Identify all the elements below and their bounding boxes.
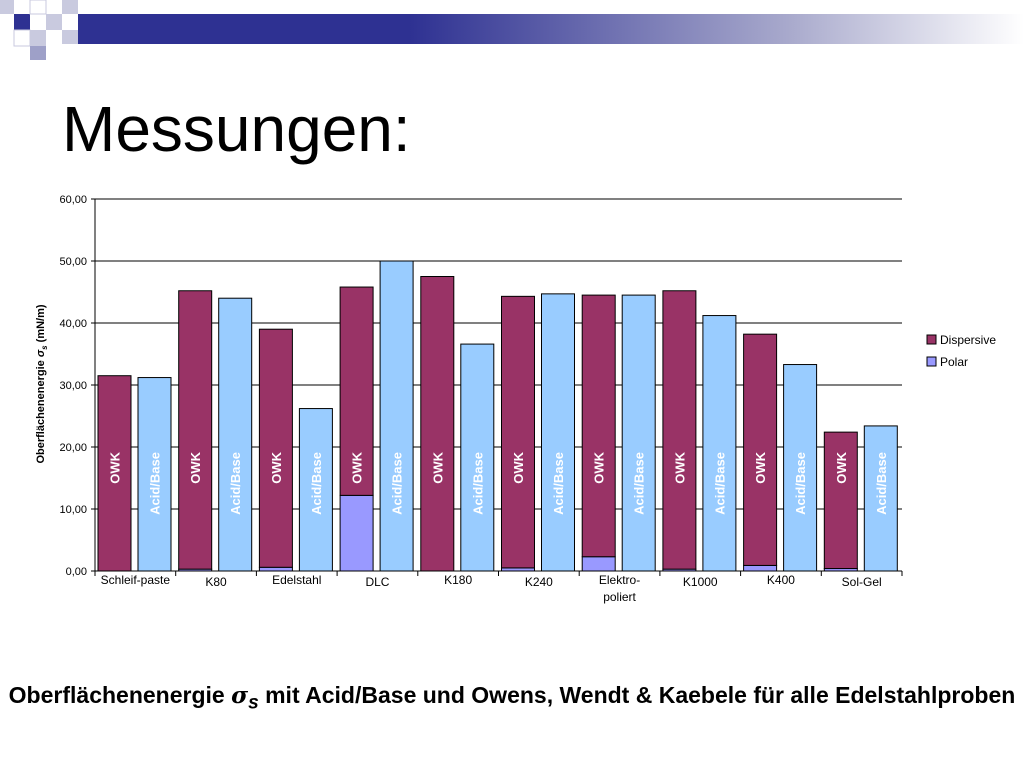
y-tick-label: 50,00 xyxy=(59,256,87,268)
bar-owk-label: OWK xyxy=(592,451,607,483)
bar-owk-polar xyxy=(743,564,778,572)
x-category-label: K240 xyxy=(525,575,553,589)
bar-acidbase xyxy=(298,408,333,572)
header-square xyxy=(14,14,30,30)
x-category-label: Sol-Gel xyxy=(842,575,882,589)
decorative-header-bar xyxy=(0,0,1024,60)
bar-acidbase xyxy=(137,377,172,572)
y-tick-label: 30,00 xyxy=(59,380,87,392)
bar-acidbase-label: Acid/Base xyxy=(551,452,566,515)
y-tick-label: 0,00 xyxy=(66,566,87,578)
y-axis-label: Oberflächenenergie σs (mN/m) xyxy=(35,304,49,463)
header-square xyxy=(62,0,78,14)
x-category-label: K400 xyxy=(767,573,795,587)
bar-owk-dispersive xyxy=(743,333,778,566)
bar-acidbase-label: Acid/Base xyxy=(309,452,324,515)
legend-swatch xyxy=(926,356,937,367)
bar-owk-label: OWK xyxy=(350,451,365,483)
header-square xyxy=(29,0,47,15)
slide-title: Messungen: xyxy=(62,93,411,165)
bar-owk-dispersive xyxy=(420,276,455,572)
y-tick-label: 20,00 xyxy=(59,442,87,454)
bar-owk-dispersive xyxy=(581,294,616,558)
x-category-label: Edelstahl xyxy=(272,573,321,587)
bar-acidbase xyxy=(621,294,656,572)
bar-acidbase xyxy=(702,315,737,572)
bar-acidbase-label: Acid/Base xyxy=(390,452,405,515)
bar-owk-dispersive xyxy=(501,295,535,569)
bar-owk-polar xyxy=(258,566,293,572)
bar-owk-dispersive xyxy=(97,375,132,572)
legend-label: Polar xyxy=(940,355,968,369)
header-square xyxy=(46,14,62,30)
bar-acidbase-label: Acid/Base xyxy=(712,452,727,515)
bar-acidbase xyxy=(379,260,414,572)
x-category-label: Elektro- xyxy=(599,573,640,587)
bar-owk-label: OWK xyxy=(834,451,849,483)
x-category-label: poliert xyxy=(603,590,636,604)
bar-owk-label: OWK xyxy=(753,451,768,483)
legend-label: Dispersive xyxy=(940,333,996,347)
bar-acidbase-label: Acid/Base xyxy=(874,452,889,515)
bar-acidbase-label: Acid/Base xyxy=(632,452,647,515)
bar-acidbase-label: Acid/Base xyxy=(470,452,485,515)
bar-acidbase xyxy=(460,343,495,572)
x-category-label: DLC xyxy=(365,575,389,589)
header-gradient-band xyxy=(78,14,1024,44)
x-category-label: Schleif-paste xyxy=(101,573,171,587)
bar-acidbase xyxy=(863,425,898,572)
bar-owk-polar xyxy=(339,494,374,572)
bar-acidbase-label: Acid/Base xyxy=(793,452,808,515)
slide-caption: Oberflächenenergie σs mit Acid/Base und … xyxy=(0,680,1024,719)
legend-swatch xyxy=(926,334,937,345)
header-square xyxy=(30,46,46,60)
x-category-label: K80 xyxy=(205,575,227,589)
bar-owk-polar xyxy=(581,556,616,572)
bar-acidbase xyxy=(541,293,575,572)
bar-owk-label: OWK xyxy=(430,451,445,483)
bar-owk-label: OWK xyxy=(108,451,123,483)
bar-owk-label: OWK xyxy=(188,451,203,483)
header-square xyxy=(30,30,46,46)
bar-owk-dispersive xyxy=(339,286,374,496)
y-tick-label: 10,00 xyxy=(59,504,87,516)
bar-owk-dispersive xyxy=(178,290,213,570)
caption-sigma-subscript: s xyxy=(248,692,259,714)
caption-text-before: Oberflächenenergie xyxy=(8,682,232,708)
header-square xyxy=(0,0,14,14)
y-tick-label: 40,00 xyxy=(59,318,87,330)
header-square xyxy=(13,29,31,47)
bar-acidbase xyxy=(218,297,253,572)
caption-sigma: σ xyxy=(231,682,249,709)
bar-owk-label: OWK xyxy=(269,451,284,483)
bar-owk-label: OWK xyxy=(672,451,687,483)
bar-owk-dispersive xyxy=(662,290,697,570)
bar-acidbase xyxy=(783,364,818,572)
x-category-label: K180 xyxy=(444,573,472,587)
bar-acidbase-label: Acid/Base xyxy=(228,452,243,515)
caption-text-after: mit Acid/Base und Owens, Wendt & Kaebele… xyxy=(258,682,1016,708)
bar-owk-dispersive xyxy=(258,328,293,568)
y-tick-label: 60,00 xyxy=(59,194,87,206)
bar-owk-dispersive xyxy=(823,431,858,570)
header-square xyxy=(62,30,78,44)
bar-owk-label: OWK xyxy=(511,451,526,483)
bar-acidbase-label: Acid/Base xyxy=(148,452,163,515)
x-category-label: K1000 xyxy=(683,575,718,589)
